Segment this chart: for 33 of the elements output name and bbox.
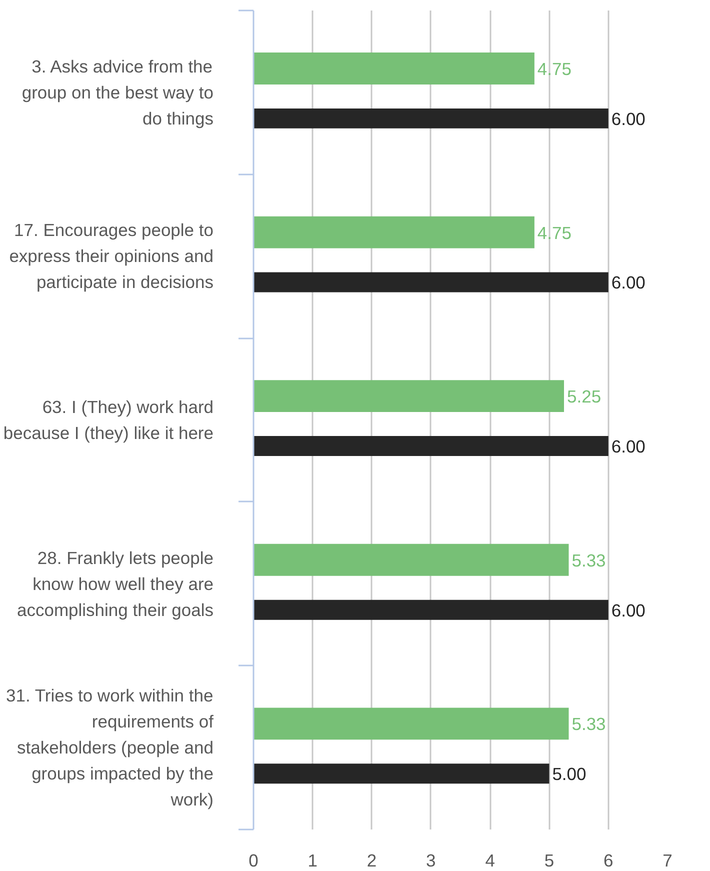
bar bbox=[254, 708, 569, 740]
x-tick-label: 6 bbox=[603, 850, 614, 870]
data-label: 6.00 bbox=[611, 108, 646, 129]
bar bbox=[254, 764, 550, 784]
x-tick-label: 2 bbox=[366, 850, 377, 870]
x-tick-label: 5 bbox=[544, 850, 554, 870]
y-tick-label: 63. I (They) work hard because I (they) like it here bbox=[3, 397, 214, 443]
bar bbox=[254, 380, 564, 412]
data-label: 6.00 bbox=[611, 436, 646, 457]
data-label: 5.33 bbox=[572, 550, 606, 570]
data-label: 4.75 bbox=[537, 58, 572, 79]
y-tick-label: 31. Tries to work within the requirements of stakeholders (people and groups impacted by the work) bbox=[6, 686, 214, 810]
bar bbox=[254, 272, 608, 292]
x-tick-label: 4 bbox=[485, 850, 496, 870]
data-label: 6.00 bbox=[611, 600, 646, 620]
y-tick-label: 28. Frankly lets people know how well they are accomplishing their goals bbox=[17, 548, 214, 620]
bar bbox=[254, 52, 534, 84]
bar bbox=[254, 436, 608, 456]
data-label: 5.00 bbox=[552, 764, 587, 784]
y-tick-label: 17. Encourages people to express their opinions and participate in decisions bbox=[9, 220, 214, 292]
bar bbox=[254, 600, 608, 620]
x-tick-label: 1 bbox=[308, 850, 318, 870]
bar bbox=[254, 108, 608, 128]
x-tick-label: 7 bbox=[662, 850, 672, 870]
data-label: 5.33 bbox=[572, 714, 606, 734]
data-label: 5.25 bbox=[567, 386, 602, 407]
bar bbox=[254, 544, 569, 576]
data-label: 6.00 bbox=[611, 272, 646, 293]
x-tick-label: 3 bbox=[426, 850, 436, 870]
y-tick-label: 3. Asks advice from the group on the best way to do things bbox=[22, 56, 214, 128]
x-tick-label: 0 bbox=[248, 850, 259, 870]
bar bbox=[254, 216, 534, 248]
data-label: 4.75 bbox=[537, 222, 572, 243]
